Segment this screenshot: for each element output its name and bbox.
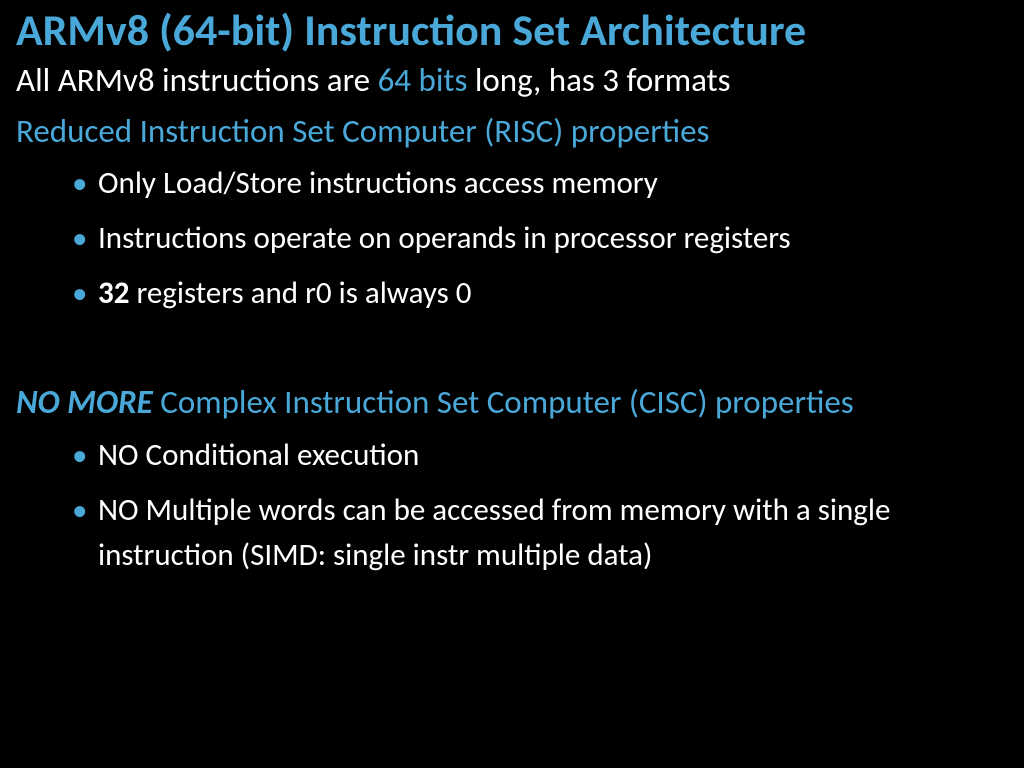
bold-prefix: 32 (98, 274, 129, 312)
intro-post: long, has 3 formats (467, 60, 730, 100)
list-item: Only Load/Store instructions access memo… (72, 161, 1008, 206)
list-item: NO Conditional execution (72, 433, 1008, 478)
list-item: NO Multiple words can be accessed from m… (72, 488, 1008, 578)
list-item: 32 registers and r0 is always 0 (72, 271, 1008, 316)
intro-accent: 64 bits (378, 60, 468, 100)
section1-bullets: Only Load/Store instructions access memo… (16, 161, 1008, 316)
intro-pre: All ARMv8 instructions are (16, 60, 378, 100)
slide: ARMv8 (64-bit) Instruction Set Architect… (0, 0, 1024, 768)
section2-heading-rest: Complex Instruction Set Computer (CISC) … (153, 382, 854, 422)
intro-line: All ARMv8 instructions are 64 bits long,… (16, 58, 1008, 103)
section2-emph: NO MORE (16, 382, 153, 422)
slide-title: ARMv8 (64-bit) Instruction Set Architect… (16, 6, 1008, 54)
list-item: Instructions operate on operands in proc… (72, 216, 1008, 261)
section2-heading: NO MORE Complex Instruction Set Computer… (16, 380, 1008, 425)
spacer (16, 344, 1008, 380)
section2-bullets: NO Conditional execution NO Multiple wor… (16, 433, 1008, 578)
item-rest: registers and r0 is always 0 (129, 274, 471, 312)
section1-heading: Reduced Instruction Set Computer (RISC) … (16, 109, 1008, 154)
